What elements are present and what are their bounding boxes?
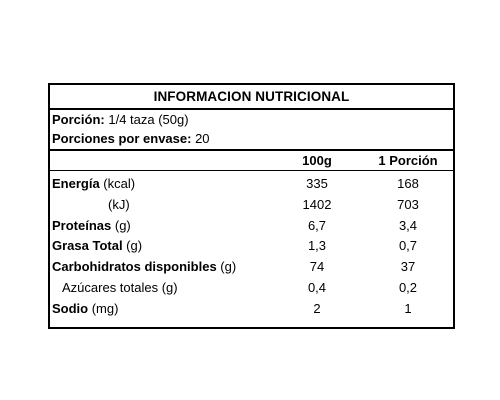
value-per-100g: 1402: [302, 196, 332, 212]
portion-label: Porción:: [52, 112, 105, 127]
nutrient-name: Grasa Total: [52, 238, 123, 254]
nutrient-row-protein: Proteínas (g) 6,7 3,4: [50, 216, 453, 237]
value-per-portion: 37: [400, 259, 416, 275]
nutrient-row-total-fat: Grasa Total (g) 1,3 0,7: [50, 236, 453, 257]
nutrient-name: Energía: [52, 176, 100, 191]
nutrient-name: Proteínas: [52, 217, 112, 233]
value-per-portion: 3,4: [398, 217, 418, 233]
nutrient-row-energy-kcal: Energía (kcal) 335 168: [50, 174, 453, 195]
column-header-portion: 1 Porción: [378, 153, 438, 168]
nutrient-unit: (kJ): [108, 196, 130, 212]
column-header-row: 100g 1 Porción: [50, 151, 453, 171]
nutrient-unit: (g): [111, 217, 131, 233]
nutrient-row-sodium: Sodio (mg) 2 1: [50, 299, 453, 320]
nutrient-rows: Energía (kcal) 335 168 (kJ) 1402 703 Pro…: [50, 171, 453, 320]
nutrient-row-total-sugars: Azúcares totales (g) 0,4 0,2: [50, 278, 453, 299]
value-per-100g: 0,4: [307, 279, 327, 295]
value-per-portion: 168: [397, 176, 419, 191]
nutrition-facts-label: INFORMACION NUTRICIONAL Porción: 1/4 taz…: [48, 83, 455, 329]
value-per-portion: 703: [397, 196, 419, 212]
nutrient-unit: (kcal): [99, 176, 136, 191]
servings-per-container-line: Porciones por envase: 20: [52, 129, 453, 148]
nutrient-row-energy-kj: (kJ) 1402 703: [50, 195, 453, 216]
serving-info: Porción: 1/4 taza (50g) Porciones por en…: [50, 110, 453, 151]
value-per-100g: 74: [309, 259, 325, 275]
column-header-100g: 100g: [302, 153, 332, 168]
value-per-100g: 6,7: [307, 217, 327, 233]
nutrient-name: Sodio: [52, 300, 89, 316]
servings-per-container-value: 20: [191, 131, 210, 146]
portion-line: Porción: 1/4 taza (50g): [52, 110, 453, 129]
nutrient-row-carbohydrates: Carbohidratos disponibles (g) 74 37: [50, 257, 453, 278]
nutrient-unit: (g): [216, 259, 237, 275]
value-per-100g: 2: [313, 300, 321, 316]
label-title: INFORMACION NUTRICIONAL: [50, 85, 453, 110]
nutrient-unit: Azúcares totales (g): [62, 279, 178, 295]
value-per-100g: 1,3: [307, 238, 327, 254]
value-per-portion: 1: [404, 300, 412, 316]
value-per-portion: 0,7: [398, 238, 418, 254]
nutrient-name: Carbohidratos disponibles: [52, 259, 217, 275]
value-per-portion: 0,2: [398, 279, 418, 295]
value-per-100g: 335: [306, 176, 328, 191]
nutrient-unit: (g): [122, 238, 143, 254]
nutrient-unit: (mg): [88, 300, 119, 316]
portion-value: 1/4 taza (50g): [104, 112, 189, 127]
servings-per-container-label: Porciones por envase:: [52, 131, 192, 146]
